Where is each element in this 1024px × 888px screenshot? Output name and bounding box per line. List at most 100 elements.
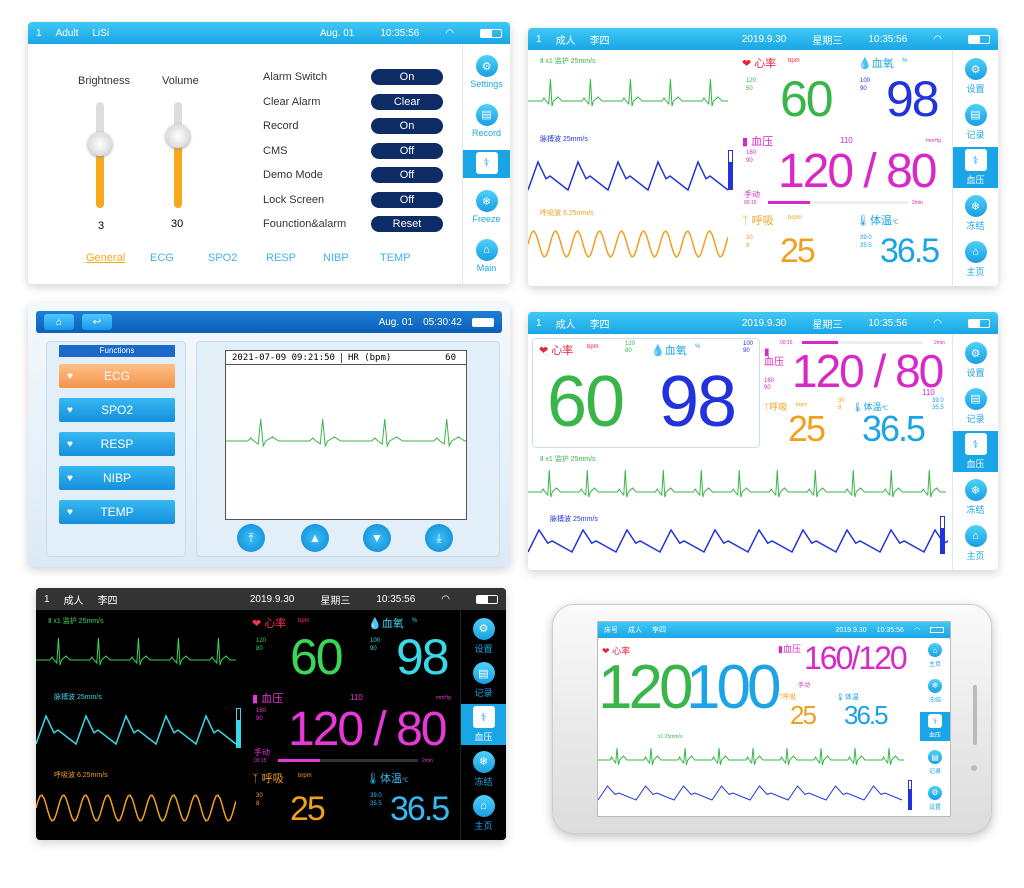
tab-spo2[interactable]: SPO2: [208, 252, 238, 264]
nav-button-5[interactable]: ⌂ 主页: [953, 523, 998, 564]
lungs-icon: ᛉ: [764, 402, 770, 412]
setting-toggle[interactable]: Off: [371, 167, 443, 183]
nav-button-4[interactable]: ❄ Freeze: [463, 188, 510, 226]
nav-button-2[interactable]: ▤ 记录: [953, 102, 998, 143]
spo2-limits: 100 90: [370, 638, 381, 652]
temp-value: 36.5: [390, 790, 450, 828]
back-button[interactable]: ↩: [82, 314, 112, 330]
nav-button-2[interactable]: ▤ 记录: [953, 386, 998, 427]
thermometer-icon: 🌡: [836, 694, 845, 701]
nav-button-5[interactable]: ⚙ 设置: [920, 784, 950, 813]
nav-label: Settings: [470, 79, 503, 90]
nav-button-3[interactable]: ⚕ 血压: [461, 704, 506, 746]
nav-label: 设置: [474, 643, 493, 654]
graph-area: 2021-07-09 09:21:50 HR (bpm) 60 ⤒ ▲ ▼ ⤓: [196, 341, 500, 557]
nav-button-4[interactable]: ❄ 冻结: [461, 749, 506, 790]
setting-row: Demo Mode Off: [263, 166, 443, 184]
patient-mode: Adult: [55, 27, 79, 39]
drop-icon: 💧: [368, 618, 382, 630]
function-resp[interactable]: ♥ RESP: [59, 432, 175, 456]
setting-label: CMS: [263, 144, 288, 157]
volume-slider[interactable]: [174, 102, 182, 208]
hr-value: 60: [547, 362, 625, 442]
nav-button-5[interactable]: ⌂ 主页: [953, 239, 998, 280]
spo2-value: 98: [659, 362, 737, 442]
nibp-label: ▮血压: [764, 347, 784, 368]
page-down-button[interactable]: ▼: [363, 524, 391, 552]
nav-label: 设置: [966, 368, 985, 379]
nav-button-2[interactable]: ❄ 冻结: [920, 677, 950, 706]
hr-label: ❤ 心率: [539, 345, 574, 357]
heart-icon: ❤: [602, 646, 610, 656]
nav-button-3[interactable]: ⚕ 血压: [953, 147, 998, 189]
cuff-icon: ⚕: [964, 433, 987, 456]
hr-label: HR (bpm): [347, 352, 392, 363]
last-page-button[interactable]: ⤓: [425, 524, 453, 552]
tab-general[interactable]: General: [86, 252, 126, 264]
skip-down-icon: ⤓: [436, 530, 442, 545]
setting-toggle[interactable]: Off: [371, 142, 443, 159]
function-nibp[interactable]: ♥ NIBP: [59, 466, 175, 490]
lungs-icon: ᛉ: [252, 773, 259, 785]
gear-icon: ⚙: [475, 55, 498, 78]
nav-label: 设置: [966, 84, 985, 95]
temp-value: 36.5: [844, 700, 889, 730]
nibp-label: ▮ 血压: [742, 136, 774, 148]
date: 2019.9.30: [741, 317, 787, 329]
device-screen: 床号 成人 李四 2019.9.30 10:35:56 ◠ ❤ 心率 120 100 ▮…: [597, 621, 951, 817]
page-up-button[interactable]: ▲: [301, 524, 329, 552]
tab-temp[interactable]: TEMP: [380, 252, 411, 264]
page-number: 1: [36, 27, 42, 39]
nav-button-4[interactable]: ❄ 冻结: [953, 477, 998, 518]
setting-toggle[interactable]: Off: [371, 191, 443, 208]
first-page-button[interactable]: ⤒: [237, 524, 265, 552]
setting-toggle[interactable]: On: [371, 118, 443, 134]
function-label: NIBP: [102, 471, 131, 485]
device-side-buttons[interactable]: [973, 685, 977, 745]
nav-button-2[interactable]: ▤ 记录: [461, 660, 506, 701]
nibp-mode: 手动: [254, 748, 270, 757]
pleth-waveform: [598, 785, 903, 801]
nav-button-4[interactable]: ❄ 冻结: [953, 193, 998, 234]
function-spo2[interactable]: ♥ SPO2: [59, 398, 175, 422]
nav-button-3[interactable]: ⚕ 血压: [920, 712, 950, 742]
pleth-wave-label: 脉搏波 25mm/s: [54, 694, 102, 701]
nav-button-5[interactable]: ⌂ 主页: [461, 793, 506, 834]
pleth-waveform: [36, 714, 237, 746]
nav-button-3[interactable]: ⚕ 血压: [953, 431, 998, 473]
record-icon: ▤: [475, 103, 498, 126]
setting-toggle[interactable]: Clear: [371, 93, 443, 110]
wifi-icon: ◠: [933, 33, 942, 45]
home-button[interactable]: ⌂: [44, 314, 74, 330]
record-icon: ▤: [472, 662, 495, 685]
nav-button-1[interactable]: ⚙ 设置: [953, 56, 998, 97]
nav-button-1[interactable]: ⚙ 设置: [953, 340, 998, 381]
tab-resp[interactable]: RESP: [266, 252, 296, 264]
monitor-device: 床号 成人 李四 2019.9.30 10:35:56 ◠ ❤ 心率 120 100 ▮…: [552, 604, 992, 834]
tab-nibp[interactable]: NIBP: [323, 252, 349, 264]
function-ecg[interactable]: ♥ ECG: [59, 364, 175, 388]
side-nav: ⚙ 设置 ▤ 记录 ⚕ 血压 ❄ 冻结 ⌂ 主页: [952, 50, 998, 286]
nav-button-1[interactable]: ⚙ Settings: [463, 53, 510, 91]
setting-toggle[interactable]: Reset: [371, 216, 443, 232]
nibp-progress-bar: [802, 341, 922, 344]
date: 2019.9.30: [741, 33, 787, 45]
nav-button-1[interactable]: ⚙ 设置: [461, 616, 506, 657]
brightness-slider-thumb[interactable]: [88, 132, 112, 156]
nav-button-2[interactable]: ▤ Record: [463, 102, 510, 140]
setting-toggle[interactable]: On: [371, 69, 443, 85]
temp-label: 🌡体温: [836, 694, 859, 701]
down-icon: ▼: [371, 531, 383, 545]
nav-button-5[interactable]: ⌂ Main: [463, 237, 510, 275]
patient-mode: 成人: [555, 35, 576, 47]
nav-button-3[interactable]: ⚕: [463, 149, 510, 178]
status-bar: 1 Adult LiSi Aug. 01 10:35:56 ◠: [28, 22, 510, 44]
nav-button-1[interactable]: ⌂ 主页: [920, 641, 950, 670]
volume-slider-thumb[interactable]: [166, 124, 190, 148]
function-temp[interactable]: ♥ TEMP: [59, 500, 175, 524]
tab-ecg[interactable]: ECG: [150, 252, 174, 264]
nav-button-4[interactable]: ▤ 记录: [920, 748, 950, 777]
heart-icon: ❤: [742, 58, 752, 70]
date: 2019.9.30: [249, 593, 295, 605]
skip-up-icon: ⤒: [248, 530, 254, 545]
